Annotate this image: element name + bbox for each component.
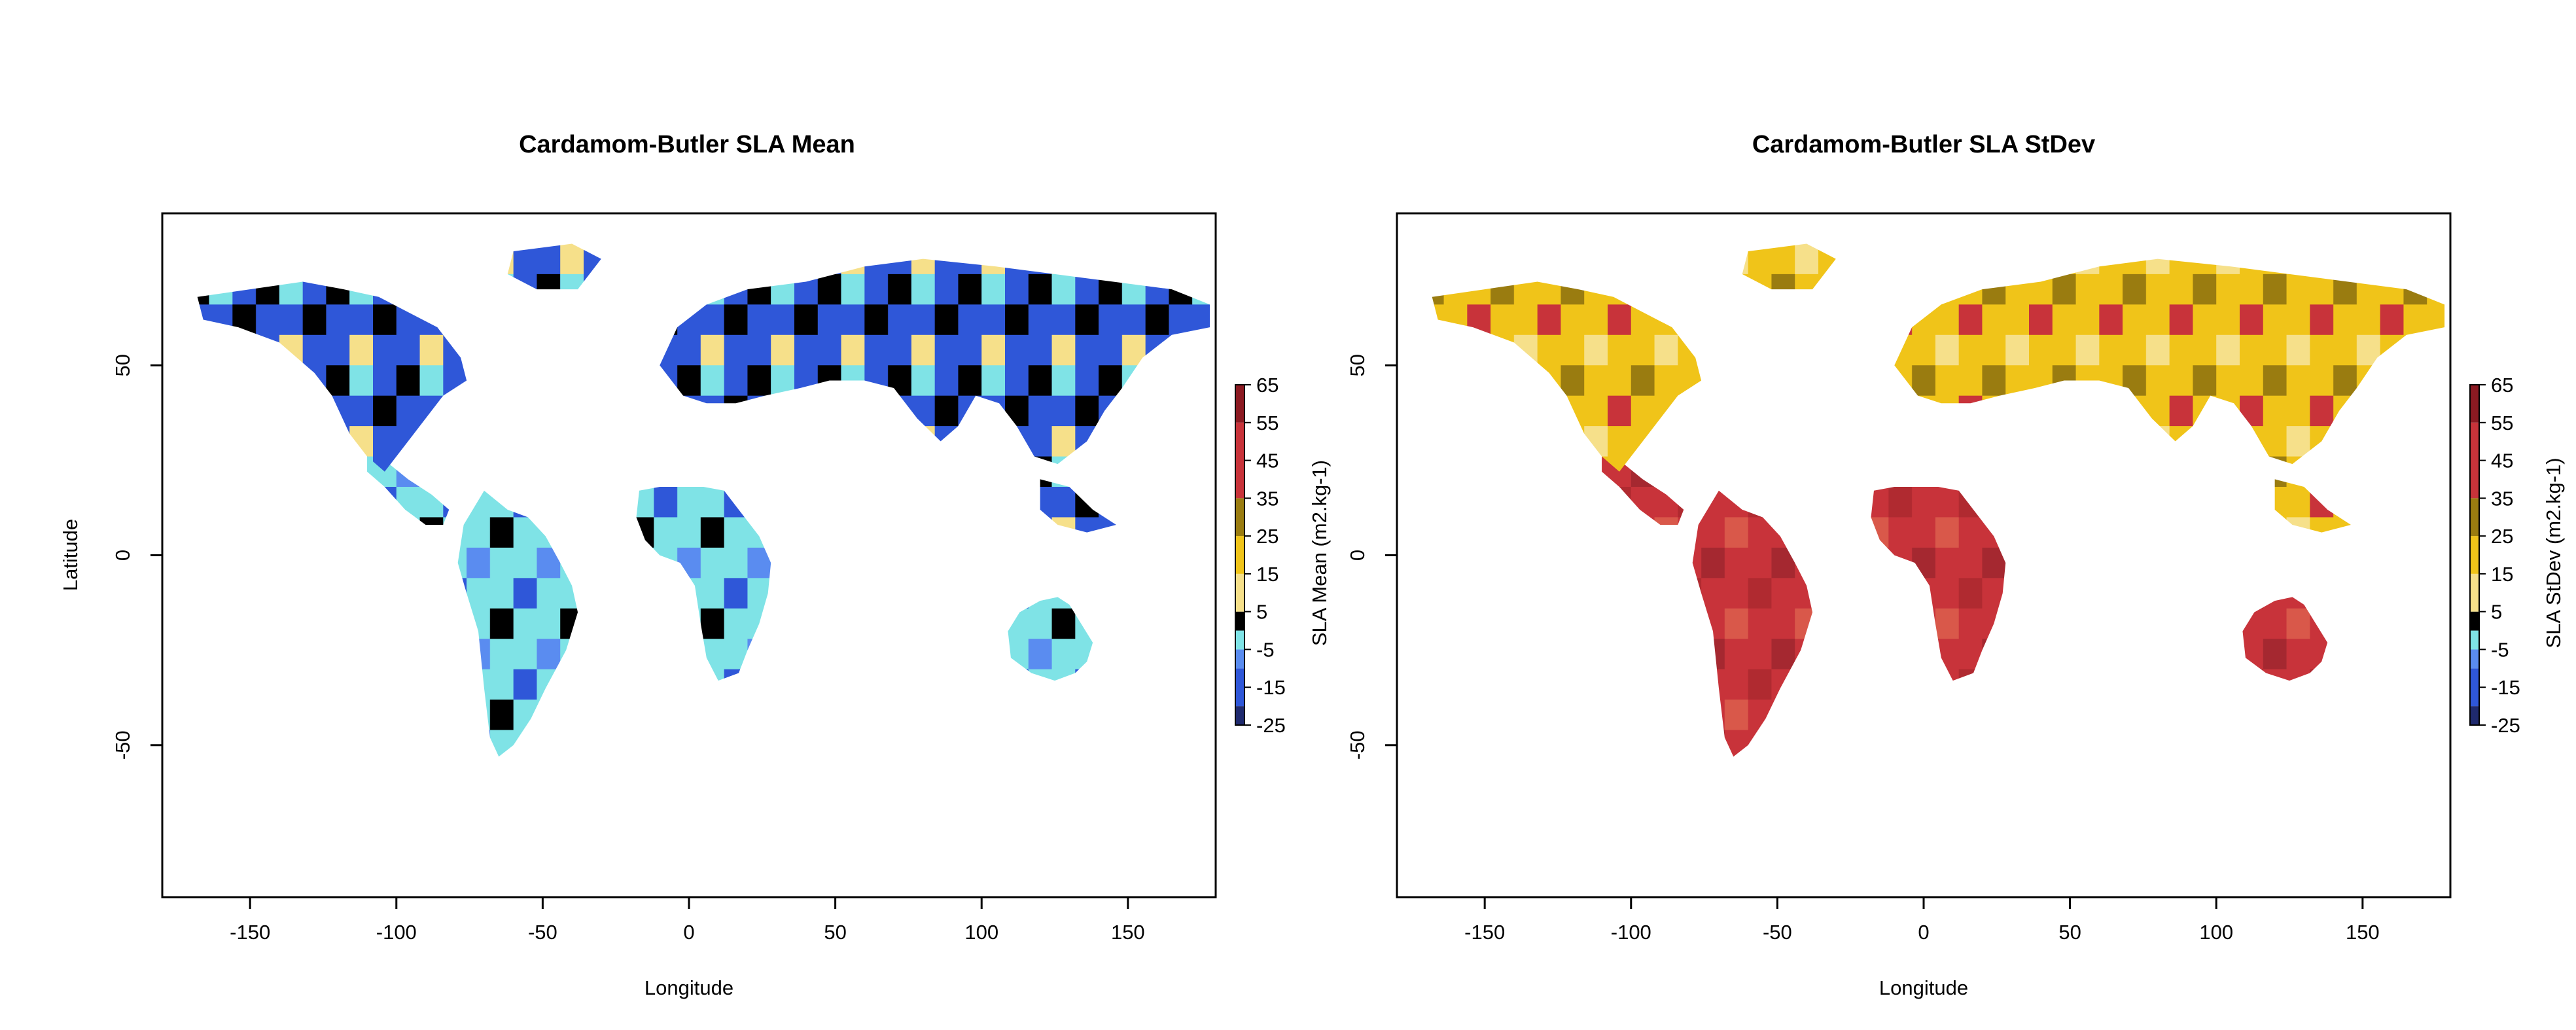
map-panel-stdev: Cardamom-Butler SLA StDev -150 -100 -50 0 50… <box>1346 131 2565 999</box>
colorbar-segment <box>2470 422 2479 499</box>
colorbar-label: SLA StDev (m2.kg-1) <box>2542 457 2565 648</box>
colorbar-tick-label: -25 <box>2491 714 2520 737</box>
y-axis: 50 0 -50 <box>111 354 162 760</box>
colorbar-segment <box>1235 498 1244 537</box>
x-tick-label: 50 <box>824 921 846 944</box>
colorbar-segment <box>2470 649 2479 669</box>
colorbar-tick-label: 55 <box>2491 412 2513 435</box>
colorbar-tick-label: -15 <box>2491 676 2520 699</box>
colorbar-tick-label: -5 <box>1256 638 1275 661</box>
colorbar-tick-label: 5 <box>1256 601 1267 624</box>
colorbar-tick-label: 45 <box>1256 450 1279 472</box>
x-tick-label: 100 <box>964 921 998 944</box>
x-tick-label: 0 <box>683 921 694 944</box>
colorbar-segment <box>1235 611 1244 631</box>
y-axis: 50 0 -50 <box>1346 354 1397 760</box>
x-axis: -150 -100 -50 0 50 100 150 <box>230 897 1145 944</box>
colorbar: 65 55 45 35 25 15 5 -5 -15 -25 <box>2469 374 2520 737</box>
land-layer <box>197 243 1210 757</box>
colorbar-label: SLA Mean (m2.kg-1) <box>1308 460 1331 646</box>
map-panel-mean: Cardamom-Butler SLA Mean -150 -100 -50 0 50 1… <box>59 131 1331 999</box>
colorbar-segment <box>1235 422 1244 499</box>
colorbar-tick-label: 35 <box>1256 487 1279 510</box>
colorbar-tick-label: 15 <box>1256 563 1279 586</box>
x-tick-label: 100 <box>2199 921 2233 944</box>
colorbar-segment <box>1235 649 1244 669</box>
y-tick-label: 50 <box>1346 354 1369 376</box>
x-tick-label: -100 <box>1611 921 1651 944</box>
colorbar-tick-label: 5 <box>2491 601 2502 624</box>
colorbar-tick-label: 25 <box>2491 525 2513 548</box>
colorbar-tick-label: -5 <box>2491 638 2509 661</box>
land-layer <box>1432 243 2445 757</box>
colorbar-segment <box>2470 498 2479 537</box>
x-tick-label: -150 <box>1464 921 1505 944</box>
colorbar-segment <box>2470 385 2479 423</box>
colorbar-segment <box>1235 385 1244 423</box>
colorbar-tick-label: 15 <box>2491 563 2513 586</box>
colorbar-tick-label: 65 <box>1256 374 1279 397</box>
x-axis: -150 -100 -50 0 50 100 150 <box>1464 897 2380 944</box>
colorbar-segment <box>1235 668 1244 707</box>
colorbar-segment <box>2470 630 2479 650</box>
colorbar-segment <box>2470 668 2479 707</box>
colorbar-tick-label: -15 <box>1256 676 1286 699</box>
x-tick-label: 50 <box>2058 921 2081 944</box>
x-tick-label: -50 <box>1763 921 1792 944</box>
colorbar-tick-label: -25 <box>1256 714 1286 737</box>
colorbar-tick-label: 25 <box>1256 525 1279 548</box>
colorbar-segment <box>1235 630 1244 650</box>
colorbar-tick-label: 45 <box>2491 450 2513 472</box>
colorbar-frame <box>2469 384 2480 726</box>
colorbar-segment <box>2470 706 2479 725</box>
x-tick-label: 150 <box>1111 921 1145 944</box>
colorbar-frame <box>1235 384 1245 726</box>
x-tick-label: 0 <box>1918 921 1929 944</box>
x-axis-label: Longitude <box>644 976 733 999</box>
y-tick-label: -50 <box>111 730 134 760</box>
colorbar-segment <box>1235 706 1244 725</box>
colorbar-tick-label: 65 <box>2491 374 2513 397</box>
x-tick-label: 150 <box>2346 921 2380 944</box>
panel-title: Cardamom-Butler SLA Mean <box>519 131 855 158</box>
colorbar-tick-label: 35 <box>2491 487 2513 510</box>
colorbar-segment <box>2470 536 2479 574</box>
colorbar-segment <box>2470 573 2479 612</box>
colorbar-segment <box>2470 611 2479 631</box>
colorbar-tick-label: 55 <box>1256 412 1279 435</box>
x-axis-label: Longitude <box>1879 976 1968 999</box>
y-tick-label: 50 <box>111 354 134 376</box>
y-tick-label: 0 <box>1346 550 1369 561</box>
colorbar-segment <box>1235 573 1244 612</box>
panel-title: Cardamom-Butler SLA StDev <box>1752 131 2095 158</box>
colorbar-segment <box>1235 536 1244 574</box>
y-tick-label: -50 <box>1346 730 1369 760</box>
y-tick-label: 0 <box>111 550 134 561</box>
x-tick-label: -150 <box>230 921 270 944</box>
y-axis-label: Latitude <box>59 519 82 591</box>
colorbar: 65 55 45 35 25 15 5 -5 -15 -25 <box>1235 374 1286 737</box>
x-tick-label: -50 <box>528 921 557 944</box>
x-tick-label: -100 <box>376 921 417 944</box>
